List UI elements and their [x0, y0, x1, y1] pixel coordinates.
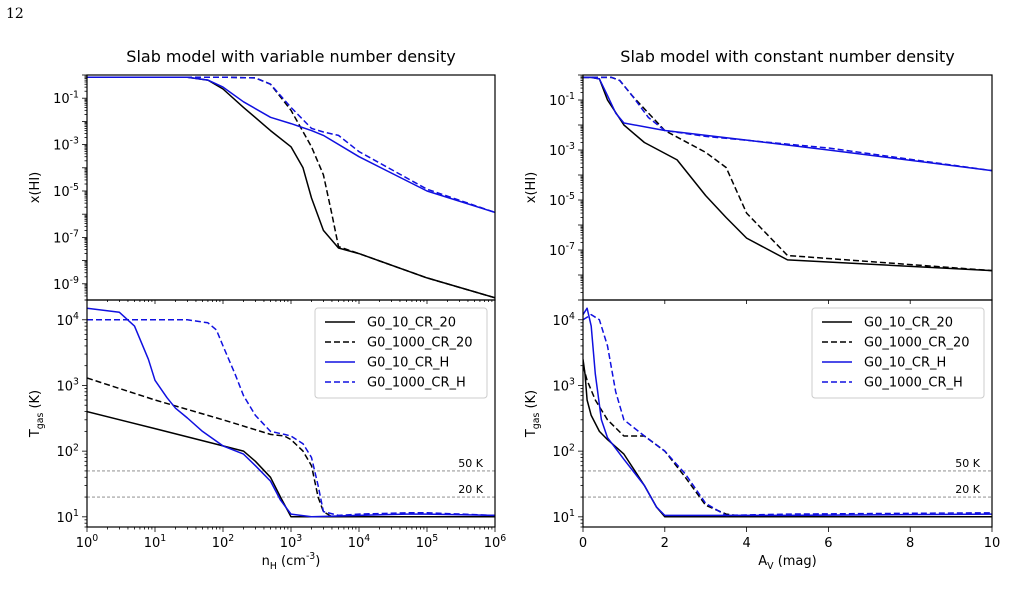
y-axis-label: Tgas (K) [28, 390, 46, 438]
legend-label: G0_1000_CR_20 [864, 336, 970, 351]
x-tick-label: 100 [76, 533, 99, 551]
x-tick-label: 101 [144, 533, 167, 551]
y-tick-label: 104 [57, 311, 80, 329]
x-axis: 0 2 4 6 8 10 AV (mag) [579, 300, 1000, 572]
y-tick-label: 103 [57, 377, 80, 395]
y-axis-label: Tgas (K) [524, 390, 542, 438]
series-line [583, 76, 992, 172]
panel-xhi: 10-1 10-3 10-5 10-7 10-9 x(HI) [28, 74, 496, 301]
reference-label: 50 K [955, 457, 980, 470]
y-tick-label: 103 [553, 377, 576, 395]
series-line [583, 359, 992, 518]
legend: G0_10_CR_20 G0_1000_CR_20 G0_10_CR_H G0_100… [314, 307, 488, 399]
legend-label: G0_10_CR_20 [864, 316, 953, 331]
x-tick-label: 4 [742, 536, 750, 551]
legend-box [314, 307, 488, 399]
y-tick-label: 102 [57, 442, 80, 460]
panel-frame [582, 299, 993, 528]
series-line [87, 76, 495, 299]
x-axis: 100 101 102 103 104 105 106 nH (cm-3) [76, 300, 507, 572]
page-number: 12 [6, 6, 24, 22]
panel-frame [86, 74, 496, 301]
chart-1: Slab model with variable number density 1… [28, 47, 506, 572]
legend: G0_10_CR_20 G0_1000_CR_20 G0_10_CR_H G0_100… [811, 307, 985, 399]
legend-label: G0_10_CR_H [367, 356, 449, 371]
x-axis-label: nH (cm-3) [262, 551, 321, 572]
x-tick-label: 102 [212, 533, 235, 551]
legend-box [811, 307, 985, 399]
series-line [87, 377, 495, 518]
series-line [583, 76, 992, 272]
x-axis-label: AV (mag) [758, 554, 816, 572]
y-tick-label: 10-5 [53, 182, 79, 200]
y-tick-label: 10-5 [549, 191, 575, 209]
series-line [87, 410, 495, 518]
y-tick-label: 10-9 [53, 275, 79, 293]
y-tick-label: 10-1 [53, 89, 79, 107]
series-line [583, 76, 992, 172]
x-tick-label: 104 [348, 533, 371, 551]
y-tick-label: 10-7 [53, 229, 79, 247]
legend-label: G0_10_CR_20 [367, 316, 456, 331]
series-line [583, 365, 992, 518]
series-line [583, 76, 992, 272]
x-tick-label: 106 [484, 533, 507, 551]
legend-label: G0_10_CR_H [864, 356, 946, 371]
series-line [87, 76, 495, 214]
series-line [583, 313, 992, 517]
series-line [87, 76, 495, 214]
legend-label: G0_1000_CR_20 [367, 336, 473, 351]
reference-label: 20 K [458, 483, 483, 496]
y-tick-label: 10-7 [549, 241, 575, 259]
y-tick-label: 10-3 [549, 141, 575, 159]
y-axis-label: x(HI) [524, 172, 539, 203]
chart-title: Slab model with constant number density [620, 47, 954, 66]
x-tick-label: 2 [661, 536, 669, 551]
x-tick-label: 105 [416, 533, 439, 551]
legend-label: G0_1000_CR_H [367, 376, 466, 391]
y-tick-label: 101 [553, 508, 576, 526]
y-tick-label: 101 [57, 508, 80, 526]
x-tick-label: 10 [984, 536, 1001, 551]
y-tick-label: 10-3 [53, 136, 79, 154]
chart-title: Slab model with variable number density [126, 47, 455, 66]
series-line [583, 307, 992, 517]
y-axis-label: x(HI) [28, 172, 43, 203]
series-line [87, 319, 495, 517]
series-line [87, 307, 495, 518]
y-tick-label: 102 [553, 442, 576, 460]
legend-label: G0_1000_CR_H [864, 376, 963, 391]
x-tick-label: 0 [579, 536, 587, 551]
chart-2: Slab model with constant number density 1… [524, 47, 1000, 572]
y-tick-label: 10-1 [549, 91, 575, 109]
reference-label: 20 K [955, 483, 980, 496]
panel-xhi: 10-1 10-3 10-5 10-7 x(HI) [524, 74, 993, 301]
x-tick-label: 6 [824, 536, 832, 551]
reference-label: 50 K [458, 457, 483, 470]
x-tick-label: 8 [906, 536, 914, 551]
x-tick-label: 103 [280, 533, 303, 551]
y-tick-label: 104 [553, 311, 576, 329]
